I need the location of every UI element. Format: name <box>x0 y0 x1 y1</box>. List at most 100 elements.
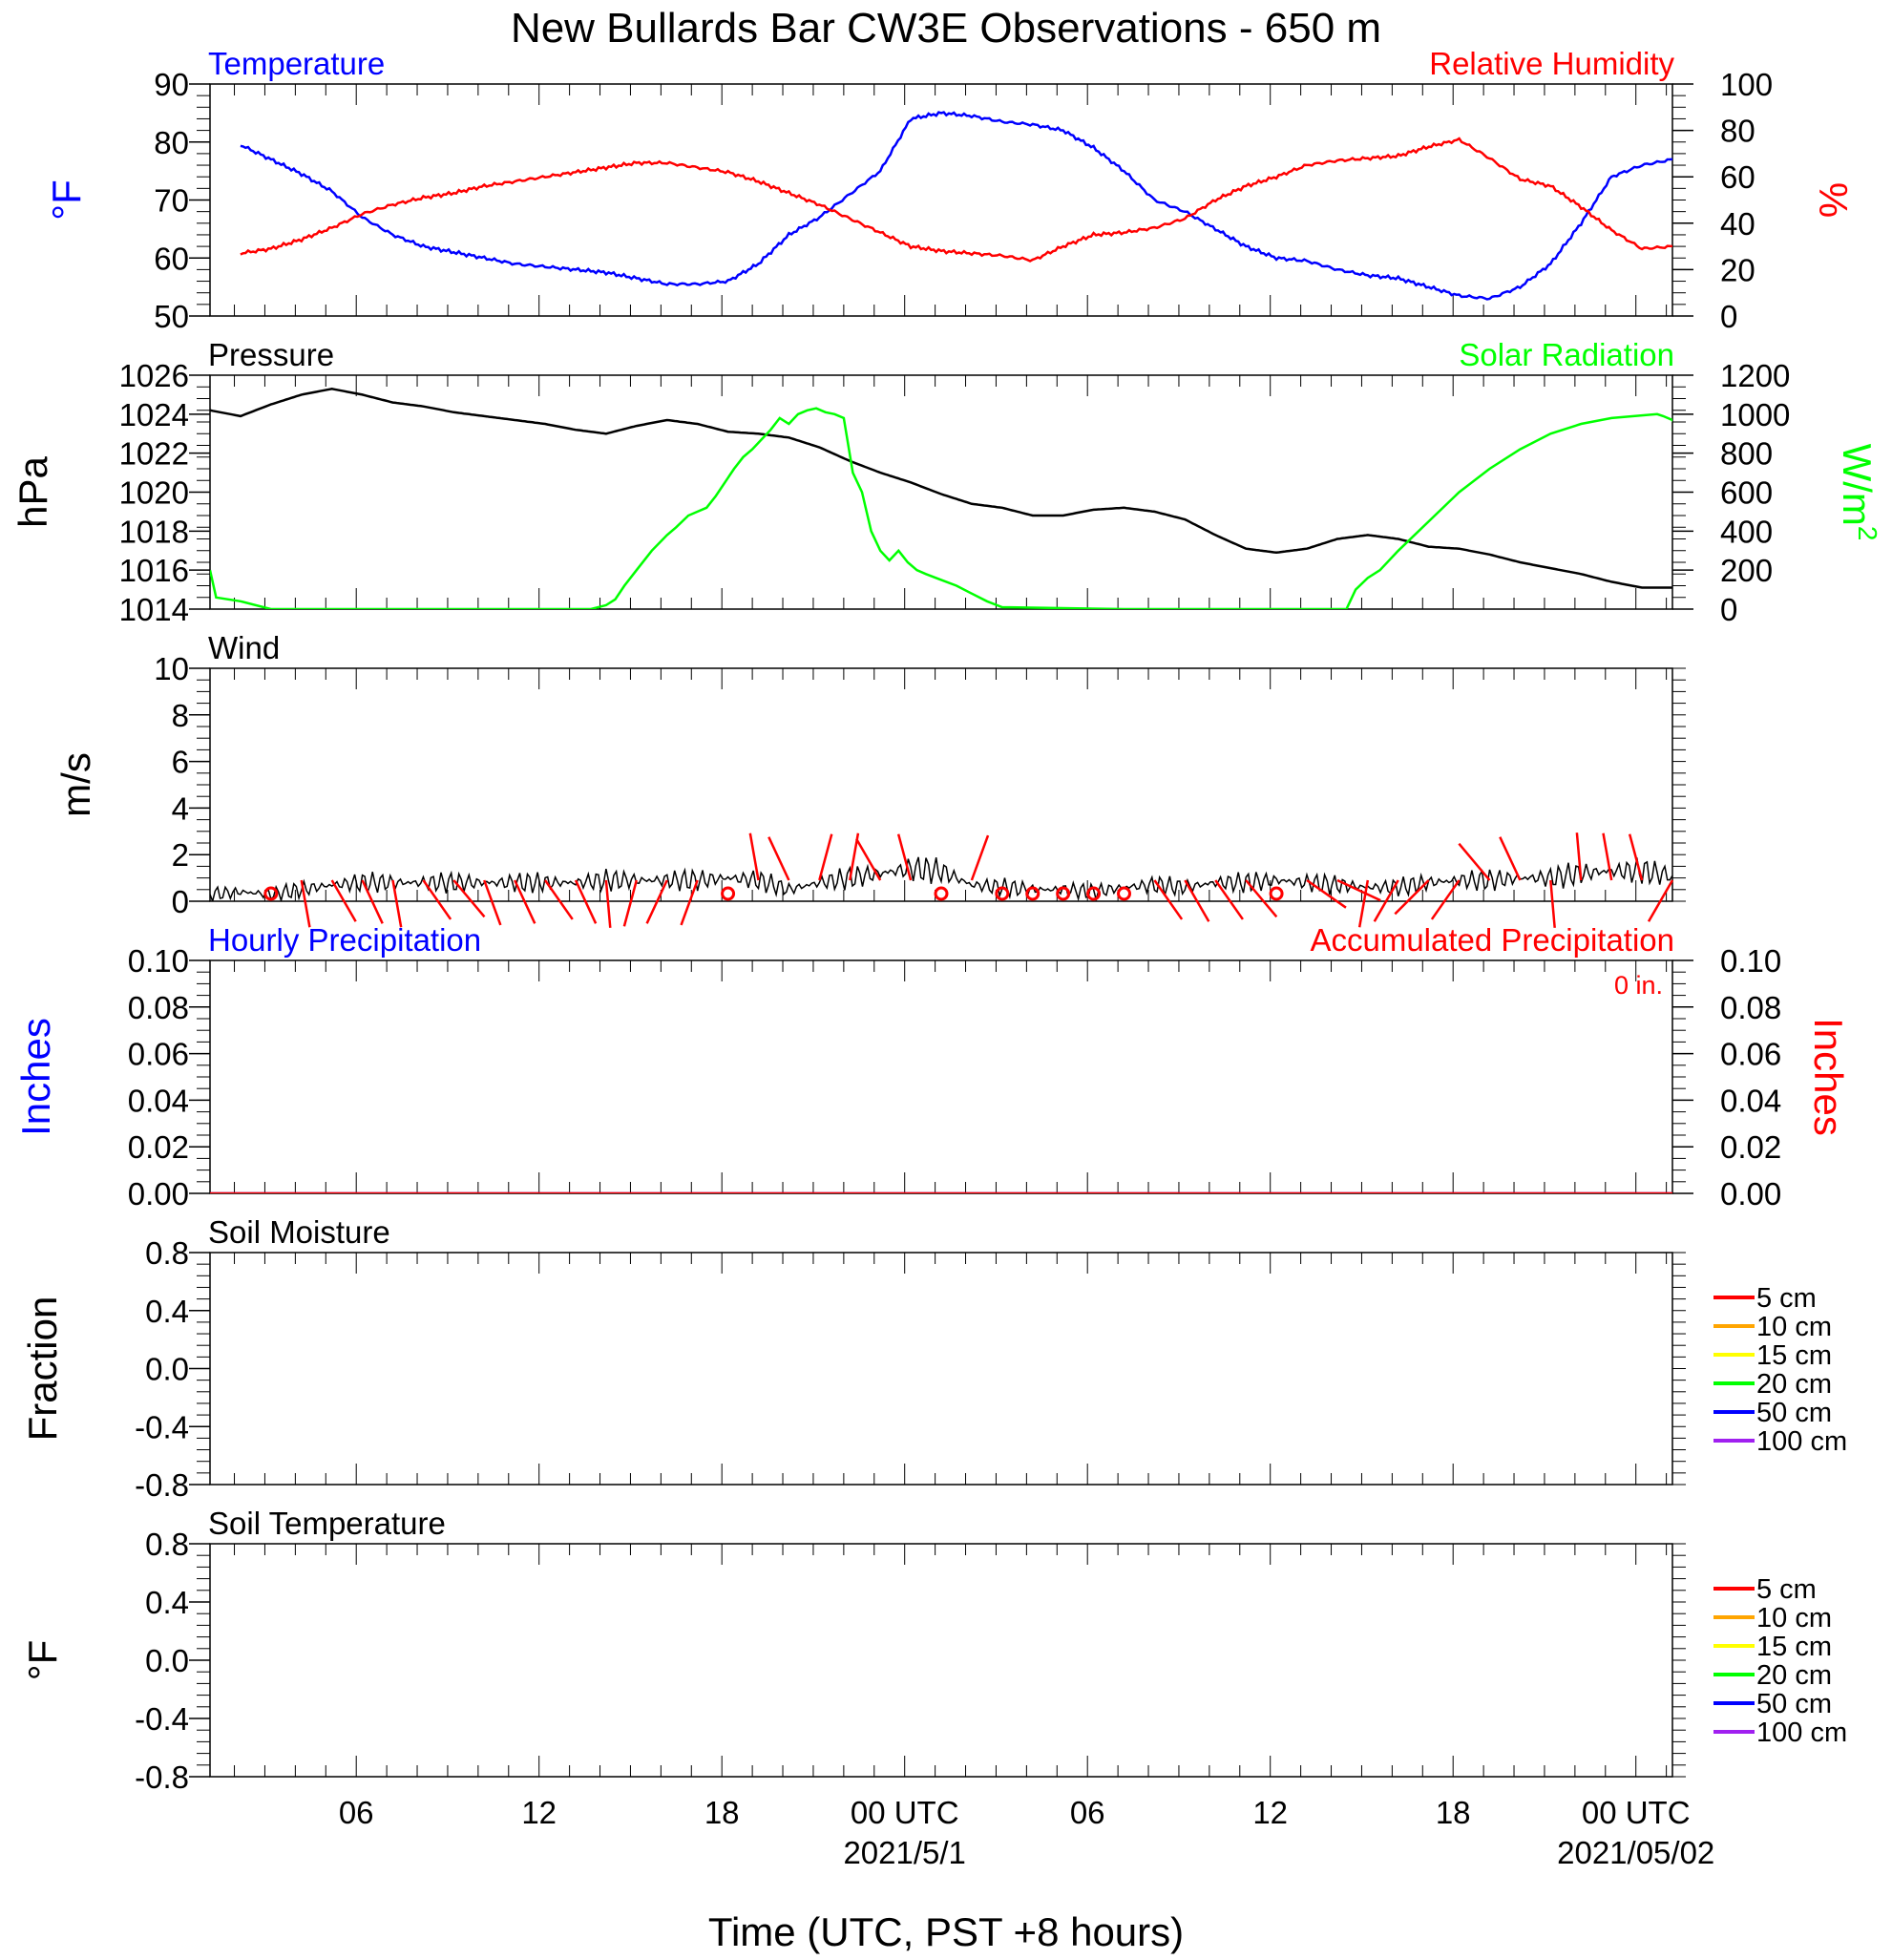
y-tick-label-right: 200 <box>1720 553 1773 588</box>
series-pressure <box>210 388 1672 589</box>
y-axis-label-left: Inches <box>13 1018 58 1136</box>
x-tick-label: 06 <box>1070 1795 1105 1830</box>
y-tick-label: 0.8 <box>145 1527 189 1562</box>
legend-label: 10 cm <box>1756 1603 1832 1633</box>
y-tick-label-right: 600 <box>1720 475 1773 511</box>
y-tick-label: 1024 <box>119 397 189 432</box>
wind-barb <box>1430 879 1461 920</box>
wind-barb <box>483 879 502 926</box>
panel-soil_moisture: 0.8 0.4 0.0 -0.4 -0.8 Soil Moisture Fraction 5 … <box>20 1214 1847 1503</box>
wind-barb <box>767 836 790 881</box>
wind-barb <box>574 879 598 924</box>
wind-barb <box>680 879 699 926</box>
y-tick-label: 50 <box>154 299 189 334</box>
wind-barb <box>422 879 452 920</box>
panel-label-right: Solar Radiation <box>1459 337 1674 372</box>
wind-barb <box>1499 836 1522 881</box>
y-axis-label-left: °F <box>20 1640 65 1680</box>
y-tick-label-right: 20 <box>1720 252 1755 287</box>
series-solar-radiation <box>210 407 1672 609</box>
wind-barb <box>1602 832 1613 881</box>
y-tick-label: 1016 <box>119 553 189 588</box>
plot-frame <box>209 83 1673 317</box>
y-tick-label-right: 1200 <box>1720 358 1790 393</box>
wind-barb <box>391 879 403 928</box>
y-tick-label: 1018 <box>119 514 189 549</box>
y-tick-label: 0.4 <box>145 1294 189 1329</box>
accumulated-total-label: 0 in. <box>1614 971 1663 1000</box>
y-tick-label-right: 0 <box>1720 592 1737 627</box>
wind-barb <box>896 833 913 881</box>
y-tick-label: 0.8 <box>145 1235 189 1271</box>
y-tick-label-right: 0.10 <box>1720 943 1781 979</box>
y-tick-label-right: 0.06 <box>1720 1037 1781 1072</box>
y-axis-label-left: m/s <box>53 752 98 817</box>
wind-barb <box>622 879 639 927</box>
wind-barb <box>361 879 384 924</box>
wind-barb <box>818 833 833 881</box>
legend-label: 15 cm <box>1756 1340 1832 1371</box>
legend-label: 100 cm <box>1756 1426 1847 1457</box>
panel-label-right: Relative Humidity <box>1429 46 1674 81</box>
calm-wind-circle <box>1086 886 1102 901</box>
panel-temperature_humidity: 90 80 70 60 50 100 80 60 40 20 0 Temperature Relativ… <box>44 46 1856 334</box>
panel-label-left: Wind <box>208 630 280 665</box>
wind-barb <box>1647 879 1674 922</box>
y-tick-label: 0 <box>172 884 189 919</box>
y-axis-label-superscript: 2 <box>1853 526 1882 541</box>
wind-barb <box>645 879 668 924</box>
legend-label: 50 cm <box>1756 1689 1832 1719</box>
panel-label-left: Temperature <box>208 46 385 81</box>
series-relative-humidity <box>240 137 1672 263</box>
wind-barb <box>1394 879 1430 916</box>
y-tick-label: 70 <box>154 183 189 219</box>
x-tick-label: 18 <box>704 1795 740 1830</box>
y-tick-label: 0.02 <box>128 1129 189 1165</box>
y-axis-label-right: W/m2 <box>1835 444 1882 541</box>
y-tick-label-right: 40 <box>1720 206 1755 242</box>
wind-barb <box>1336 878 1381 902</box>
x-date-label: 2021/05/02 <box>1557 1835 1714 1870</box>
wind-barb <box>604 879 612 928</box>
wind-barb <box>1549 879 1556 928</box>
x-tick-label: 00 UTC <box>1582 1795 1691 1830</box>
y-tick-label-right: 1000 <box>1720 397 1790 432</box>
calm-wind-circle <box>721 886 736 901</box>
y-tick-label-right: 0 <box>1720 299 1737 334</box>
y-tick-label: 1020 <box>119 475 189 511</box>
wind-barb <box>1373 879 1399 922</box>
x-tick-label: 12 <box>521 1795 557 1830</box>
calm-wind-circle <box>934 886 949 901</box>
y-axis-label-left: Fraction <box>20 1296 65 1442</box>
chart-title: New Bullards Bar CW3E Observations - 650… <box>511 5 1381 52</box>
legend-label: 10 cm <box>1756 1312 1832 1342</box>
y-tick-label: -0.8 <box>135 1467 189 1503</box>
legend-label: 50 cm <box>1756 1398 1832 1428</box>
calm-wind-circle <box>1117 886 1131 901</box>
wind-barb <box>855 838 882 881</box>
y-tick-label: 1026 <box>119 358 189 393</box>
panel-label-left: Pressure <box>208 337 334 372</box>
x-axis-label: Time (UTC, PST +8 hours) <box>708 1909 1184 1954</box>
x-axis: 06 12 18 00 UTC 06 12 18 00 UTC 2021/5/1 2021/05/… <box>339 1795 1714 1870</box>
wind-barb <box>1357 879 1370 928</box>
y-tick-label-right: 800 <box>1720 436 1773 472</box>
y-axis-label-right: Inches <box>1806 1018 1851 1136</box>
y-tick-label: 8 <box>172 698 189 733</box>
x-tick-label: 00 UTC <box>851 1795 959 1830</box>
wind-barb <box>1214 879 1244 920</box>
legend-label: 5 cm <box>1756 1283 1817 1314</box>
y-tick-label: 6 <box>172 745 189 780</box>
y-tick-label: 0.10 <box>128 943 189 979</box>
wind-barb <box>1245 879 1278 918</box>
y-tick-label: 4 <box>172 790 189 826</box>
x-tick-label: 12 <box>1252 1795 1288 1830</box>
wind-barb <box>300 879 311 928</box>
y-axis-label-left: hPa <box>11 455 55 527</box>
y-tick-label-right: 400 <box>1720 514 1773 549</box>
legend-label: 5 cm <box>1756 1574 1817 1605</box>
y-tick-label: 0.4 <box>145 1585 189 1620</box>
